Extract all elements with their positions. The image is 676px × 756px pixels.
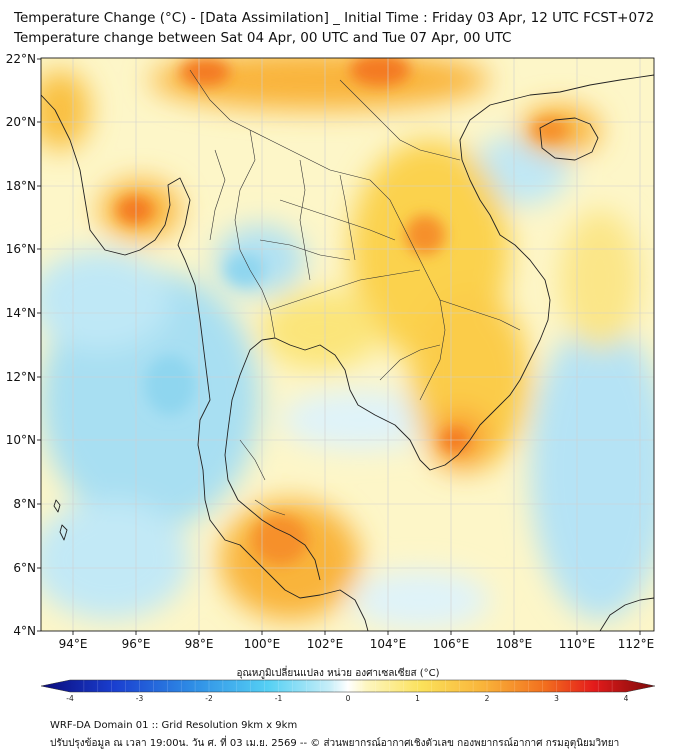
colorbar-tick-label: -3 [136, 694, 144, 703]
lon-tick-label: 102°E [307, 637, 344, 651]
lat-tick-label: 6°N [13, 561, 36, 575]
colorbar-tick-label: 3 [554, 694, 559, 703]
temperature-field [41, 58, 654, 631]
footer-model-info: WRF-DA Domain 01 :: Grid Resolution 9km … [50, 720, 298, 731]
lon-tick-label: 112°E [618, 637, 655, 651]
colorbar-tick-label: -2 [205, 694, 213, 703]
lat-tick-label: 4°N [13, 624, 36, 638]
lon-tick-label: 104°E [370, 637, 407, 651]
footer-update-info: ปรับปรุงข้อมูล ณ เวลา 19:00น. วัน ศ. ที่… [50, 738, 620, 749]
colorbar-tick-label: 1 [415, 694, 420, 703]
province-borders [189, 69, 521, 516]
coastlines [41, 74, 654, 631]
map-title-line1: Temperature Change (°C) - [Data Assimila… [14, 10, 655, 26]
lon-tick-label: 94°E [59, 637, 88, 651]
lat-tick-label: 10°N [6, 433, 36, 447]
colorbar [40, 679, 656, 693]
lon-tick-label: 110°E [559, 637, 596, 651]
lat-tick-label: 18°N [6, 179, 36, 193]
colorbar-tick-label: -1 [275, 694, 283, 703]
lat-tick-label: 20°N [6, 115, 36, 129]
lon-tick-label: 100°E [244, 637, 281, 651]
colorbar-label: อุณหภูมิเปลี่ยนแปลง หน่วย องศาเซลเซียส (… [236, 668, 440, 679]
colorbar-tick-label: 0 [346, 694, 351, 703]
map-title-line2: Temperature change between Sat 04 Apr, 0… [14, 30, 512, 46]
colorbar-tick-label: 2 [485, 694, 490, 703]
lat-tick-marks [37, 58, 41, 632]
lon-tick-marks [72, 631, 641, 635]
map-frame [40, 57, 655, 632]
lon-tick-label: 106°E [433, 637, 470, 651]
lat-tick-label: 14°N [6, 306, 36, 320]
lon-tick-label: 108°E [496, 637, 533, 651]
colorbar-tick-label: -4 [66, 694, 74, 703]
lat-tick-label: 8°N [13, 497, 36, 511]
colorbar-tick-label: 4 [624, 694, 629, 703]
lon-tick-label: 98°E [185, 637, 214, 651]
lat-tick-label: 16°N [6, 242, 36, 256]
lon-tick-label: 96°E [122, 637, 151, 651]
lat-tick-label: 22°N [6, 52, 36, 66]
lat-tick-label: 12°N [6, 370, 36, 384]
